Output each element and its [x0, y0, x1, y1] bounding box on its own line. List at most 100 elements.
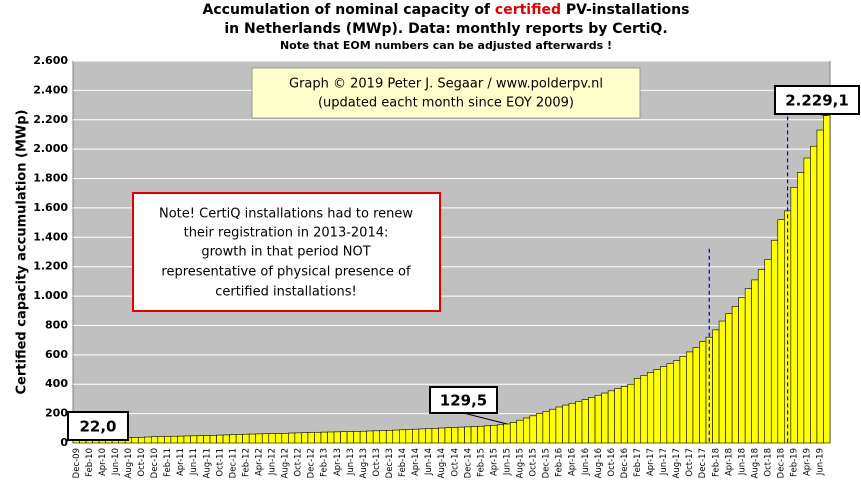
note: their registration in 2013-2014:	[184, 226, 389, 241]
title-part: certified	[495, 2, 561, 18]
note: certified installations!	[215, 285, 357, 300]
bar	[568, 403, 576, 444]
x-tick-label: Feb-11	[163, 448, 173, 477]
y-tick-label: 200	[45, 407, 68, 420]
bar	[803, 157, 811, 444]
x-tick-label: Feb-17	[633, 448, 643, 477]
bar	[731, 306, 739, 444]
bar	[751, 279, 759, 444]
bar	[438, 427, 446, 444]
x-tick-label: Apr-13	[333, 448, 343, 476]
x-tick-label: Dec-15	[542, 448, 552, 478]
x-tick-label: Jun-19	[816, 448, 826, 476]
bar	[699, 341, 707, 444]
bar	[288, 432, 296, 444]
bar	[555, 406, 563, 444]
bar	[770, 239, 779, 444]
x-tick-label: Oct-15	[529, 448, 539, 477]
bar	[294, 432, 302, 444]
bar	[268, 433, 276, 444]
data-label: 129,5	[440, 392, 487, 410]
data-label-box	[429, 386, 498, 414]
bar	[594, 394, 602, 444]
y-tick-label: 2.200	[33, 113, 68, 126]
bar	[372, 430, 381, 444]
bar	[509, 422, 518, 444]
bar	[673, 360, 681, 444]
x-tick-label: Apr-17	[646, 448, 656, 476]
credit: Graph © 2019 Peter J. Segaar / www.polde…	[289, 77, 603, 92]
x-tick-label: Feb-16	[555, 448, 565, 477]
bar	[242, 433, 250, 444]
x-tick-label: Dec-13	[385, 448, 395, 478]
bar	[575, 401, 583, 444]
x-tick-label: Oct-16	[607, 448, 617, 477]
bar	[588, 397, 596, 444]
bar	[131, 437, 139, 444]
bar	[601, 392, 609, 444]
bar	[607, 390, 615, 444]
data-label-box	[774, 85, 860, 115]
bar	[301, 432, 309, 444]
y-tick-label: 0	[60, 436, 68, 449]
credit-box	[251, 67, 641, 119]
bar	[738, 297, 746, 444]
bar	[764, 259, 772, 444]
bar	[457, 426, 465, 444]
bar	[164, 436, 172, 444]
bar	[679, 356, 687, 444]
bar	[346, 431, 354, 444]
x-tick-label: Oct-13	[372, 448, 382, 477]
x-tick-label: Apr-19	[803, 448, 813, 476]
bar	[333, 431, 341, 444]
note: growth in that period NOT	[201, 245, 370, 260]
x-tick-label: Dec-12	[307, 448, 317, 478]
bar	[196, 435, 204, 444]
x-tick-label: Oct-11	[215, 448, 225, 477]
bar	[536, 413, 544, 444]
title-part: Accumulation of nominal capacity of	[203, 2, 495, 18]
bar	[633, 378, 642, 444]
bar	[646, 372, 655, 444]
bar	[744, 288, 752, 444]
x-tick-label: Feb-15	[476, 448, 486, 477]
title: Accumulation of nominal capacity of cert…	[203, 2, 690, 18]
bar	[359, 430, 367, 444]
x-tick-label: Apr-11	[176, 448, 186, 476]
x-tick-label: Feb-12	[241, 448, 251, 477]
x-tick-label: Apr-16	[568, 448, 578, 476]
bar	[137, 436, 146, 444]
bar	[320, 431, 328, 444]
x-tick-label: Apr-18	[724, 448, 734, 476]
x-tick-label: Feb-13	[320, 448, 330, 477]
bar	[522, 417, 531, 444]
x-tick-label: Dec-09	[72, 448, 82, 478]
x-tick-label: Apr-15	[489, 448, 499, 476]
data-label-box	[67, 411, 129, 441]
bar	[379, 430, 387, 444]
bar	[405, 429, 413, 444]
title-part: PV-installations	[561, 2, 689, 18]
x-tick-label: Dec-17	[698, 448, 708, 478]
bar	[712, 329, 720, 444]
bar	[660, 366, 668, 444]
y-tick-label: 800	[45, 318, 68, 331]
bar	[183, 435, 191, 444]
x-tick-label: Jun-11	[189, 448, 199, 476]
bar	[549, 408, 557, 444]
bar	[503, 423, 511, 444]
x-tick-label: Aug-14	[437, 448, 447, 478]
bar	[542, 411, 550, 444]
bar	[816, 129, 824, 444]
x-tick-label: Aug-16	[594, 448, 604, 478]
x-tick-label: Apr-10	[98, 448, 108, 476]
x-tick-label: Aug-18	[750, 448, 760, 478]
bar	[216, 434, 224, 444]
bar	[620, 386, 628, 444]
bar	[451, 427, 459, 444]
bar	[496, 424, 505, 444]
bar	[353, 431, 361, 444]
bar	[431, 428, 439, 444]
x-tick-label: Aug-11	[202, 448, 212, 478]
x-tick-label: Feb-18	[711, 448, 721, 477]
